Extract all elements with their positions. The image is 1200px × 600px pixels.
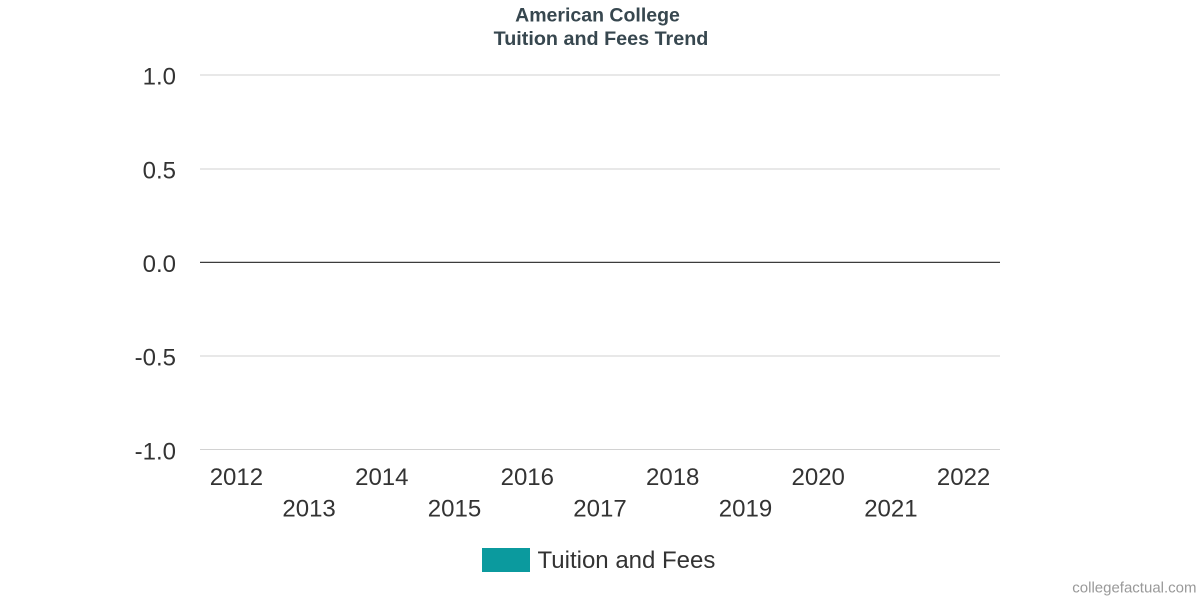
svg-text:2016: 2016 <box>501 464 554 491</box>
svg-text:American College: American College <box>515 5 680 27</box>
svg-text:0.0: 0.0 <box>143 251 176 278</box>
svg-text:collegefactual.com: collegefactual.com <box>1072 580 1196 597</box>
svg-text:2018: 2018 <box>646 464 699 491</box>
svg-text:-0.5: -0.5 <box>135 345 176 372</box>
svg-text:2019: 2019 <box>719 496 772 523</box>
svg-text:2013: 2013 <box>282 496 335 523</box>
svg-text:2020: 2020 <box>792 464 845 491</box>
svg-text:0.5: 0.5 <box>143 157 176 184</box>
svg-text:Tuition and Fees: Tuition and Fees <box>538 547 716 574</box>
svg-text:2014: 2014 <box>355 464 408 491</box>
svg-text:Tuition and Fees Trend: Tuition and Fees Trend <box>494 28 709 50</box>
svg-text:2022: 2022 <box>937 464 990 491</box>
svg-text:2017: 2017 <box>573 496 626 523</box>
svg-text:1.0: 1.0 <box>143 64 176 91</box>
svg-text:2021: 2021 <box>864 496 917 523</box>
svg-text:-1.0: -1.0 <box>135 438 176 465</box>
svg-text:2012: 2012 <box>210 464 263 491</box>
svg-text:2015: 2015 <box>428 496 481 523</box>
